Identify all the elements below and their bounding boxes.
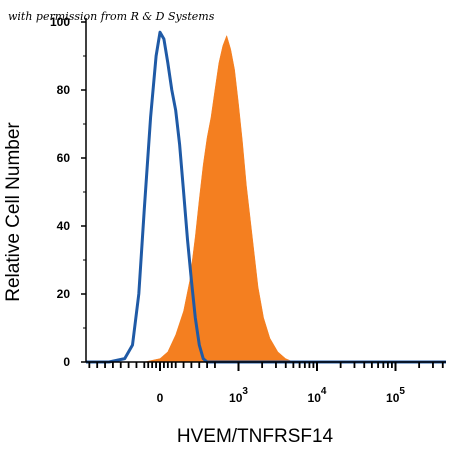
y-tick-label: 40 (57, 219, 71, 233)
y-axis-title: Relative Cell Number (3, 122, 24, 302)
y-tick-label: 0 (63, 355, 70, 369)
x-axis-title: HVEM/TNFRSF14 (177, 426, 334, 447)
y-tick-label: 60 (57, 151, 71, 165)
series-filled-histogram (144, 34, 294, 363)
x-tick-label: 0 (157, 391, 164, 405)
x-tick-label: 103 (229, 386, 248, 405)
y-tick-label: 100 (50, 15, 70, 29)
series-outline-histogram (86, 30, 446, 364)
plot-area (86, 30, 446, 364)
watermark-text: with permission from R & D Systems (8, 10, 215, 23)
axes: 0 20 40 60 80 100 0 103 104 105 (50, 15, 446, 405)
y-tick-label: 20 (57, 287, 71, 301)
x-tick-label: 105 (386, 386, 405, 405)
y-tick-label: 80 (57, 83, 71, 97)
x-tick-label: 104 (308, 386, 327, 405)
